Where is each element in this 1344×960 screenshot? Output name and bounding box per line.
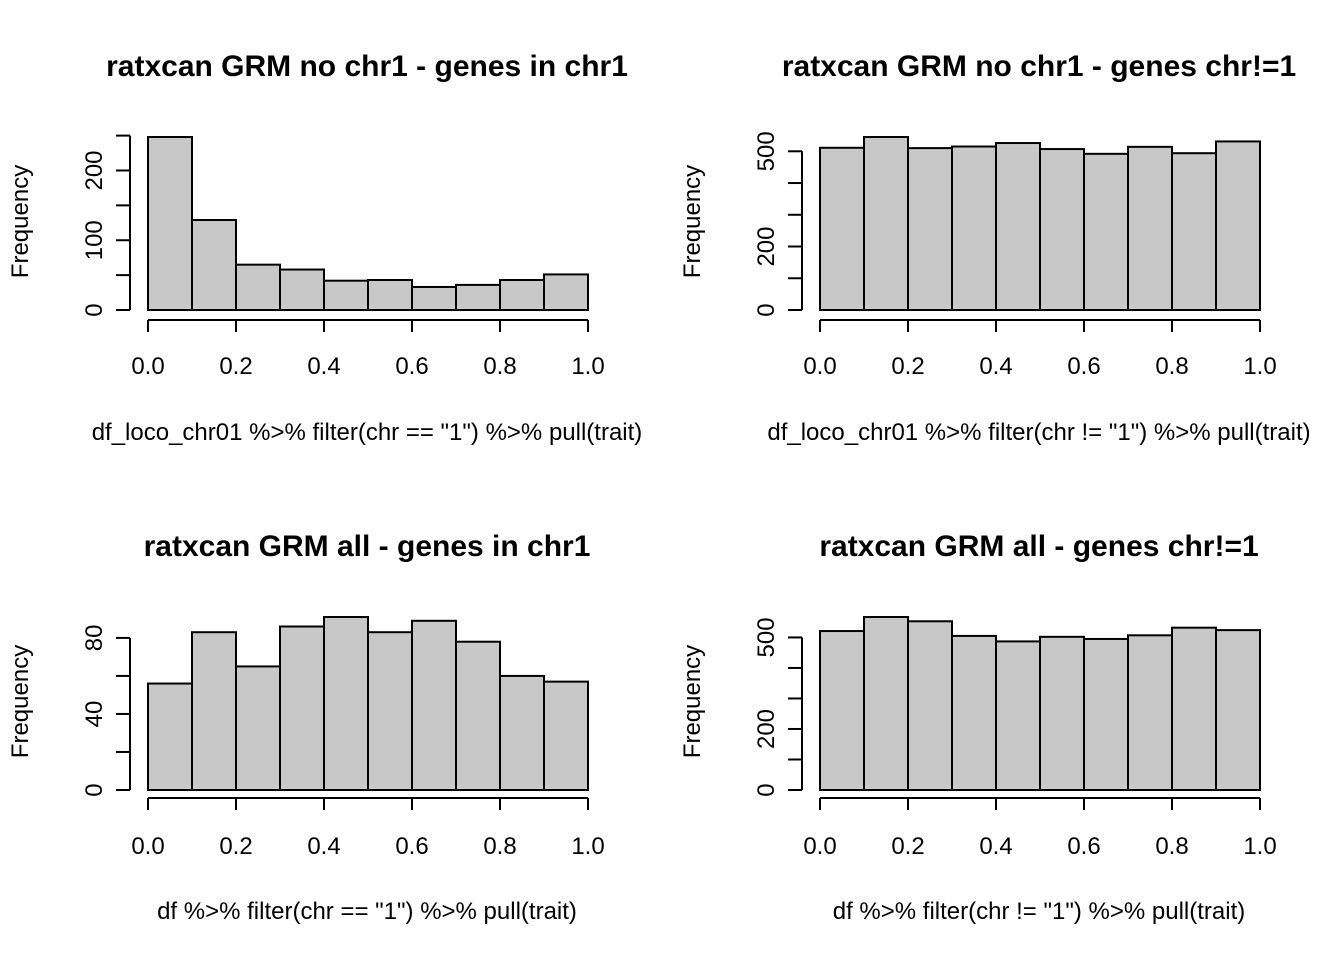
x-tick-label: 1.0 <box>571 353 604 380</box>
histogram-bar <box>1083 637 1129 792</box>
x-tick-label: 1.0 <box>1243 353 1276 380</box>
x-tick-label: 0.8 <box>483 833 516 860</box>
y-tick-label: 0 <box>81 783 108 796</box>
x-tick-label: 0.6 <box>1067 353 1100 380</box>
histogram-bar <box>1215 140 1261 311</box>
x-tick-label: 0.2 <box>891 833 924 860</box>
histogram-bar <box>455 283 501 311</box>
x-tick-label: 1.0 <box>1243 833 1276 860</box>
y-tick-label: 40 <box>81 701 108 728</box>
histogram-bar <box>191 631 237 792</box>
histogram-bar <box>907 620 953 791</box>
x-tick-label: 0.0 <box>131 833 164 860</box>
histogram-bar <box>367 631 413 792</box>
histogram-panel-4: ratxcan GRM all - genes chr!=1 0.0 0.2 0.4 0… <box>679 530 1277 925</box>
histogram-bar <box>1039 635 1085 791</box>
x-tick-label: 0.0 <box>803 833 836 860</box>
histogram-bar <box>543 680 589 792</box>
y-axis-label: Frequency <box>679 645 706 758</box>
histogram-bar <box>279 268 325 311</box>
histogram-bar <box>863 616 909 791</box>
x-tick-label: 0.4 <box>307 353 340 380</box>
y-tick-label: 100 <box>81 220 108 260</box>
x-tick-label: 0.2 <box>219 833 252 860</box>
y-tick-label: 0 <box>81 303 108 316</box>
histogram-bar <box>1127 634 1173 791</box>
histogram-bar <box>819 146 865 311</box>
x-tick-label: 1.0 <box>571 833 604 860</box>
histogram-bar <box>1215 629 1261 791</box>
y-tick-label: 80 <box>81 625 108 652</box>
y-tick-label: 200 <box>753 226 780 266</box>
histogram-bar <box>951 634 997 791</box>
histogram-bar <box>1039 148 1085 311</box>
x-tick-label: 0.4 <box>979 833 1012 860</box>
histogram-bar <box>819 630 865 791</box>
histogram-bar <box>323 616 369 791</box>
x-tick-label: 0.8 <box>1155 833 1188 860</box>
x-tick-label: 0.6 <box>1067 833 1100 860</box>
histogram-bar <box>543 273 589 312</box>
y-tick-label: 0 <box>753 303 780 316</box>
histogram-bar <box>1171 152 1217 311</box>
histogram-bar <box>235 665 281 792</box>
y-tick-label: 200 <box>81 150 108 190</box>
histogram-bar <box>1171 626 1217 791</box>
x-tick-label: 0.8 <box>1155 353 1188 380</box>
x-axis-label: df %>% filter(chr == "1") %>% pull(trait… <box>157 898 577 925</box>
chart-title: ratxcan GRM no chr1 - genes in chr1 <box>106 50 628 83</box>
histogram-bar <box>995 640 1041 792</box>
x-axis-label: df %>% filter(chr != "1") %>% pull(trait… <box>833 898 1246 925</box>
histogram-bar <box>1127 145 1173 311</box>
histogram-panel-2: ratxcan GRM no chr1 - genes chr!=1 0.0 0.2… <box>679 50 1311 446</box>
x-tick-label: 0.4 <box>307 833 340 860</box>
histogram-bar <box>147 136 193 311</box>
y-axis-label: Frequency <box>7 165 34 278</box>
x-tick-label: 0.0 <box>803 353 836 380</box>
x-tick-label: 0.6 <box>395 353 428 380</box>
histogram-bar <box>367 279 413 311</box>
histogram-bar <box>951 145 997 311</box>
x-axis-label: df_loco_chr01 %>% filter(chr != "1") %>%… <box>767 419 1310 446</box>
histogram-bar <box>499 674 545 792</box>
histogram-bar <box>995 142 1041 311</box>
histogram-bar <box>907 147 953 311</box>
y-axis-label: Frequency <box>679 165 706 278</box>
y-tick-label: 200 <box>753 709 780 749</box>
x-tick-label: 0.2 <box>891 353 924 380</box>
histogram-bar <box>191 219 237 311</box>
histogram-bar <box>499 279 545 311</box>
histogram-panel-1: ratxcan GRM no chr1 - genes in chr1 0.0 0.… <box>7 50 642 446</box>
histogram-bar <box>147 682 193 791</box>
histogram-bar <box>279 625 325 791</box>
histogram-bar <box>863 136 909 311</box>
y-tick-label: 0 <box>753 783 780 796</box>
x-tick-label: 0.6 <box>395 833 428 860</box>
chart-title: ratxcan GRM all - genes chr!=1 <box>819 530 1258 563</box>
x-tick-label: 0.4 <box>979 353 1012 380</box>
x-tick-label: 0.0 <box>131 353 164 380</box>
x-tick-label: 0.8 <box>483 353 516 380</box>
histogram-panel-3: ratxcan GRM all - genes in chr1 0.0 0.2 0.4… <box>7 530 605 925</box>
histogram-bar <box>235 263 281 311</box>
histogram-bar <box>411 285 457 311</box>
x-axis-label: df_loco_chr01 %>% filter(chr == "1") %>%… <box>92 419 643 446</box>
y-tick-label: 500 <box>753 617 780 657</box>
histogram-bar <box>411 619 457 791</box>
chart-title: ratxcan GRM all - genes in chr1 <box>144 530 591 563</box>
y-axis-label: Frequency <box>7 645 34 758</box>
chart-title: ratxcan GRM no chr1 - genes chr!=1 <box>782 50 1296 83</box>
histogram-bar <box>1083 152 1129 311</box>
histogram-bar <box>323 279 369 311</box>
x-tick-label: 0.2 <box>219 353 252 380</box>
y-tick-label: 500 <box>753 131 780 171</box>
histogram-bar <box>455 640 501 792</box>
